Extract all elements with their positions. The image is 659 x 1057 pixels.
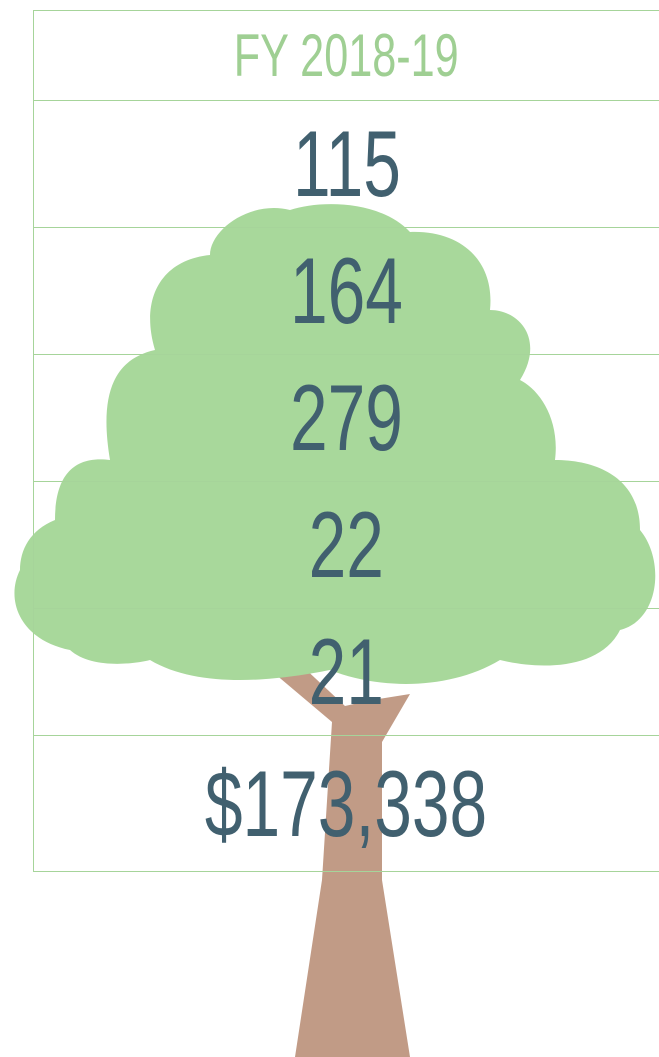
row-cell: 115 — [34, 101, 659, 228]
row-value: 22 — [309, 491, 384, 599]
stats-table: FY 2018-19 115 164 279 22 21 $173,338 — [33, 10, 659, 872]
row-value: 21 — [309, 618, 384, 726]
row-value: 279 — [290, 364, 403, 472]
row-cell: 164 — [34, 228, 659, 355]
row-value: 164 — [290, 237, 403, 345]
row-cell: 21 — [34, 609, 659, 736]
page: FY 2018-19 115 164 279 22 21 $173,338 ((… — [0, 0, 659, 1057]
header-title: FY 2018-19 — [234, 21, 459, 90]
row-value: $173,338 — [205, 750, 487, 858]
row-cell: 22 — [34, 482, 659, 609]
header-cell: FY 2018-19 — [34, 11, 659, 101]
row-cell: 279 — [34, 355, 659, 482]
row-cell: $173,338 — [34, 736, 659, 872]
row-value: 115 — [293, 110, 401, 218]
